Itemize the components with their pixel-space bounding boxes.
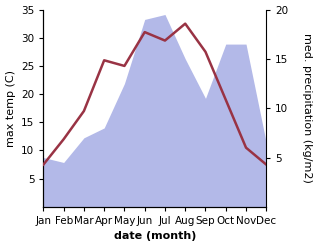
Y-axis label: med. precipitation (kg/m2): med. precipitation (kg/m2) bbox=[302, 33, 313, 183]
X-axis label: date (month): date (month) bbox=[114, 231, 196, 242]
Y-axis label: max temp (C): max temp (C) bbox=[5, 70, 16, 147]
